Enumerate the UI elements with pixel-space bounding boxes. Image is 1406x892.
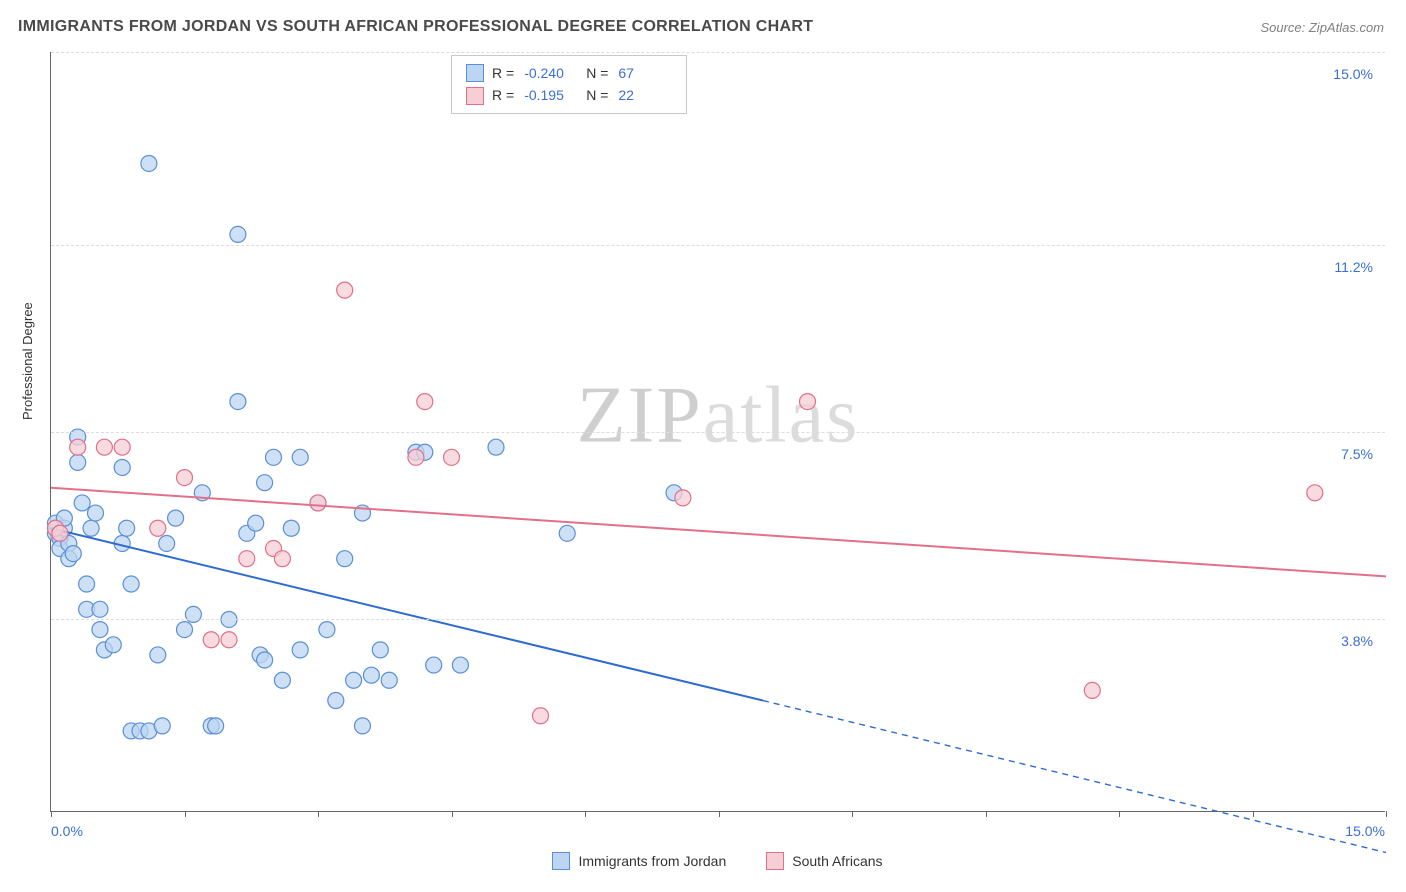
scatter-point (355, 718, 371, 734)
gridline (51, 52, 1385, 53)
x-axis-max-label: 15.0% (1345, 823, 1385, 839)
legend-label-jordan: Immigrants from Jordan (578, 853, 726, 869)
scatter-point (488, 439, 504, 455)
x-tick-mark (852, 811, 853, 817)
scatter-point (675, 490, 691, 506)
scatter-point (328, 693, 344, 709)
scatter-point (74, 495, 90, 511)
scatter-point (274, 672, 290, 688)
scatter-point (426, 657, 442, 673)
y-tick-label: 7.5% (1341, 446, 1373, 462)
source-attribution: Source: ZipAtlas.com (1260, 20, 1384, 35)
scatter-point (119, 520, 135, 536)
scatter-point (337, 551, 353, 567)
x-tick-mark (185, 811, 186, 817)
scatter-point (452, 657, 468, 673)
scatter-point (319, 622, 335, 638)
legend-item-jordan: Immigrants from Jordan (552, 852, 726, 870)
scatter-point (257, 652, 273, 668)
scatter-point (92, 622, 108, 638)
x-tick-mark (1386, 811, 1387, 817)
chart-title: IMMIGRANTS FROM JORDAN VS SOUTH AFRICAN … (18, 18, 813, 36)
scatter-point (310, 495, 326, 511)
scatter-point (372, 642, 388, 658)
scatter-point (177, 622, 193, 638)
scatter-point (150, 520, 166, 536)
legend-swatch-jordan-bottom (552, 852, 570, 870)
scatter-point (70, 439, 86, 455)
series-legend: Immigrants from Jordan South Africans (50, 852, 1385, 870)
scatter-point (1084, 682, 1100, 698)
scatter-point (239, 551, 255, 567)
scatter-point (52, 525, 68, 541)
scatter-point (114, 459, 130, 475)
scatter-point (105, 637, 121, 653)
scatter-point (346, 672, 362, 688)
x-tick-mark (318, 811, 319, 817)
scatter-point (230, 226, 246, 242)
plot-area: ZIPatlas R = -0.240 N = 67 R = -0.195 N … (50, 52, 1385, 812)
scatter-point (65, 546, 81, 562)
scatter-point (114, 439, 130, 455)
x-tick-mark (986, 811, 987, 817)
scatter-point (96, 439, 112, 455)
trend-line-extrapolated (763, 701, 1386, 853)
gridline (51, 619, 1385, 620)
scatter-point (1307, 485, 1323, 501)
scatter-point (150, 647, 166, 663)
scatter-point (203, 632, 219, 648)
scatter-point (154, 718, 170, 734)
scatter-point (92, 601, 108, 617)
x-tick-mark (51, 811, 52, 817)
scatter-point (177, 470, 193, 486)
scatter-point (208, 718, 224, 734)
scatter-point (417, 394, 433, 410)
y-axis-label: Professional Degree (20, 302, 35, 420)
scatter-point (444, 449, 460, 465)
legend-item-sa: South Africans (766, 852, 882, 870)
scatter-point (83, 520, 99, 536)
y-tick-label: 11.2% (1334, 259, 1373, 275)
scatter-point (337, 282, 353, 298)
scatter-point (292, 449, 308, 465)
scatter-point (363, 667, 379, 683)
y-tick-label: 3.8% (1341, 633, 1373, 649)
scatter-point (230, 394, 246, 410)
x-tick-mark (719, 811, 720, 817)
legend-label-sa: South Africans (792, 853, 882, 869)
scatter-point (266, 449, 282, 465)
scatter-point (533, 708, 549, 724)
scatter-point (123, 576, 139, 592)
scatter-point (408, 449, 424, 465)
scatter-point (141, 155, 157, 171)
scatter-point (221, 632, 237, 648)
x-tick-mark (1119, 811, 1120, 817)
scatter-point (168, 510, 184, 526)
gridline (51, 432, 1385, 433)
scatter-point (79, 576, 95, 592)
x-tick-mark (585, 811, 586, 817)
scatter-point (159, 535, 175, 551)
scatter-point (248, 515, 264, 531)
scatter-point (70, 454, 86, 470)
x-tick-mark (1253, 811, 1254, 817)
scatter-point (559, 525, 575, 541)
trend-line (51, 528, 763, 700)
scatter-point (800, 394, 816, 410)
x-tick-mark (452, 811, 453, 817)
scatter-point (274, 551, 290, 567)
scatter-point (283, 520, 299, 536)
scatter-point (381, 672, 397, 688)
legend-swatch-sa-bottom (766, 852, 784, 870)
scatter-point (88, 505, 104, 521)
x-axis-min-label: 0.0% (51, 823, 83, 839)
gridline (51, 245, 1385, 246)
scatter-point (292, 642, 308, 658)
y-tick-label: 15.0% (1333, 66, 1373, 82)
scatter-point (257, 475, 273, 491)
